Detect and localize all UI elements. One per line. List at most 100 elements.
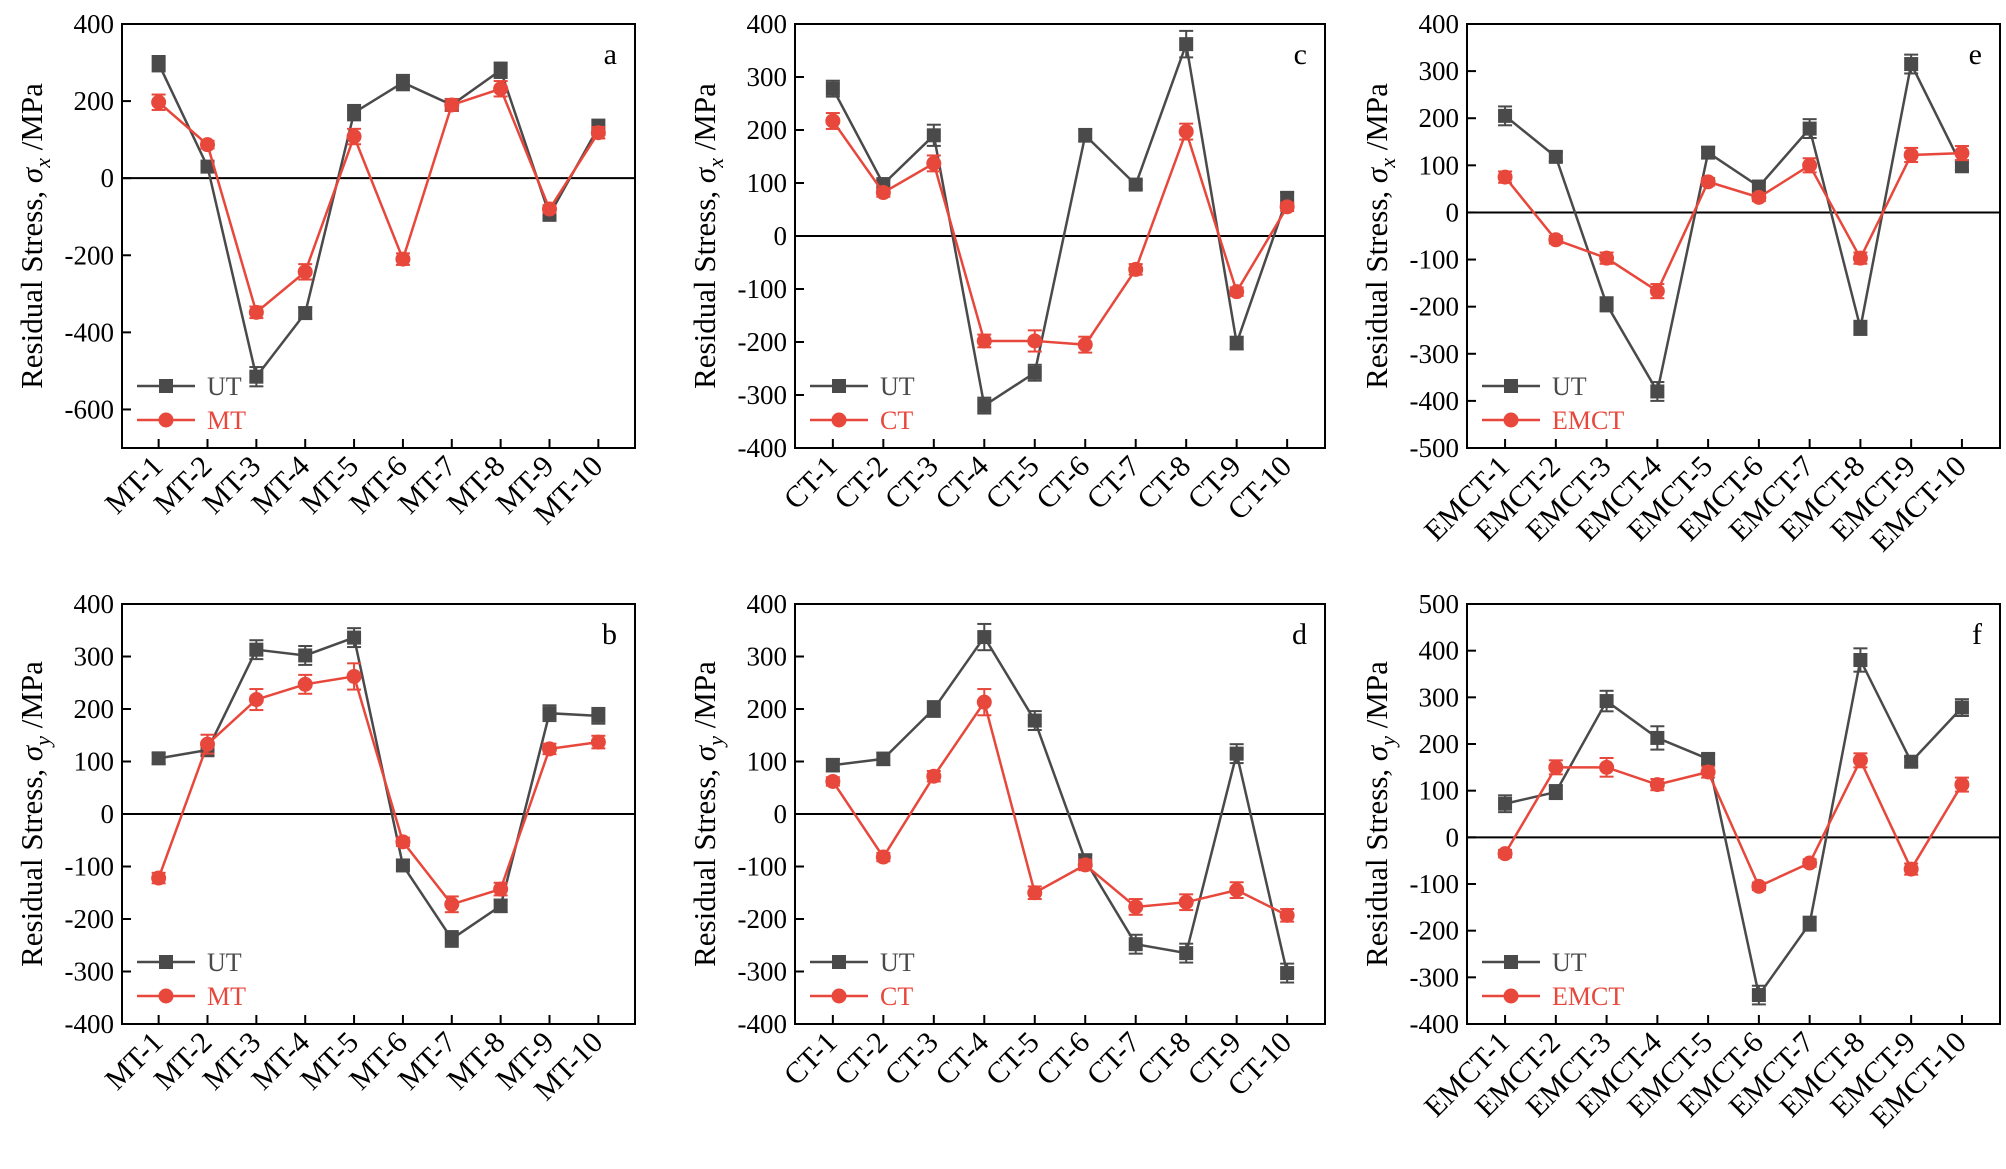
y-axis-label-unit: /MPa: [14, 661, 49, 736]
legend: UT CT: [810, 372, 915, 435]
panel-label: e: [1969, 38, 1982, 71]
y-tick-label: -400: [1410, 1009, 1460, 1039]
plot-frame: [121, 23, 636, 449]
y-tick-label: -400: [738, 433, 788, 463]
y-tick-label: 0: [774, 221, 788, 251]
y-axis-label-subscript: x: [703, 158, 728, 169]
x-tick-label: CT-1: [778, 450, 844, 516]
data-point: [297, 676, 313, 692]
series-line: [158, 635, 599, 941]
legend-marker: [158, 412, 174, 428]
y-axis-label: Residual Stress, σy /MPa: [1359, 661, 1400, 967]
legend-label: UT: [1552, 948, 1587, 977]
y-axis-label: Residual Stress, σy /MPa: [687, 661, 728, 967]
y-axis-label: Residual Stress, σx /MPa: [14, 83, 55, 389]
data-point: [1852, 752, 1868, 768]
data-point: [1548, 785, 1563, 800]
data-point: [825, 758, 840, 773]
y-axis-label-subscript: y: [703, 736, 728, 748]
data-point: [1498, 108, 1513, 123]
y-tick-label: -100: [1410, 869, 1460, 899]
data-point: [1904, 57, 1919, 72]
chart-panel-c: -400-300-200-1000100200300400CT-1CT-2CT-…: [687, 9, 1326, 526]
legend-label: UT: [207, 372, 242, 401]
data-point: [347, 105, 362, 120]
data-point: [151, 94, 167, 110]
data-point: [1229, 284, 1245, 300]
data-point: [444, 896, 460, 912]
series-line: [1504, 60, 1964, 395]
y-tick-label: 300: [747, 642, 788, 672]
x-tick-label: CT-4: [929, 1026, 995, 1092]
y-axis-label-unit: /MPa: [14, 83, 49, 158]
data-point: [298, 306, 313, 321]
legend-marker: [831, 412, 847, 428]
data-point: [395, 834, 411, 850]
x-tick-label: CT-3: [879, 1026, 945, 1092]
y-tick-label: 0: [1446, 197, 1460, 227]
y-axis-label-symbol: σ: [14, 744, 49, 761]
data-point: [1027, 333, 1043, 349]
data-point: [825, 81, 840, 96]
data-point: [1078, 128, 1093, 143]
chart-panel-d: -400-300-200-1000100200300400CT-1CT-2CT-…: [687, 589, 1326, 1102]
y-tick-label: 100: [747, 168, 788, 198]
data-point: [346, 129, 362, 145]
data-point: [825, 113, 841, 129]
data-point: [151, 751, 166, 766]
data-point: [493, 81, 509, 97]
y-tick-label: -400: [65, 1009, 115, 1039]
data-point: [1178, 124, 1194, 140]
data-point: [248, 692, 264, 708]
y-axis-label-symbol: σ: [14, 166, 49, 183]
data-point: [1701, 145, 1716, 160]
data-point: [1548, 759, 1564, 775]
data-point: [1751, 878, 1767, 894]
data-point: [1280, 966, 1295, 981]
y-axis-label-text: Residual Stress,: [687, 183, 722, 389]
data-point: [1954, 145, 1970, 161]
y-tick-label: -200: [1410, 292, 1460, 322]
data-point: [590, 125, 606, 141]
data-point: [1229, 882, 1245, 898]
data-point: [542, 706, 557, 721]
data-point: [444, 931, 459, 946]
data-point: [875, 849, 891, 865]
data-point: [493, 881, 509, 897]
data-point: [249, 642, 264, 657]
legend-label: EMCT: [1552, 982, 1624, 1011]
data-point: [1027, 885, 1043, 901]
data-point: [395, 251, 411, 267]
data-point: [542, 741, 557, 757]
y-tick-label: -200: [65, 240, 115, 270]
legend-marker: [159, 955, 173, 969]
y-tick-label: 0: [1446, 822, 1460, 852]
panel-label: a: [604, 38, 617, 71]
x-tick-label: CT-8: [1131, 1026, 1197, 1092]
panel-label: d: [1292, 618, 1307, 651]
y-tick-label: 400: [747, 9, 788, 39]
data-point: [346, 668, 362, 684]
data-point: [1853, 653, 1868, 667]
data-point: [1954, 159, 1969, 174]
y-tick-label: 400: [1419, 636, 1460, 666]
series-ut: [825, 622, 1295, 984]
legend-marker: [1504, 379, 1518, 393]
series-ut: [825, 29, 1295, 415]
legend: UT MT: [137, 372, 246, 435]
data-point: [1077, 337, 1093, 353]
data-point: [1802, 121, 1817, 136]
legend-label: UT: [207, 948, 242, 977]
y-axis-label: Residual Stress, σx /MPa: [687, 83, 728, 389]
data-point: [1179, 37, 1194, 52]
data-point: [347, 630, 362, 645]
data-point: [1649, 777, 1665, 793]
data-point: [200, 736, 215, 752]
data-point: [876, 751, 891, 766]
data-point: [1027, 713, 1042, 728]
data-point: [1852, 250, 1868, 266]
y-tick-label: 200: [74, 694, 115, 724]
legend-label: UT: [880, 948, 915, 977]
y-tick-label: -100: [738, 274, 788, 304]
